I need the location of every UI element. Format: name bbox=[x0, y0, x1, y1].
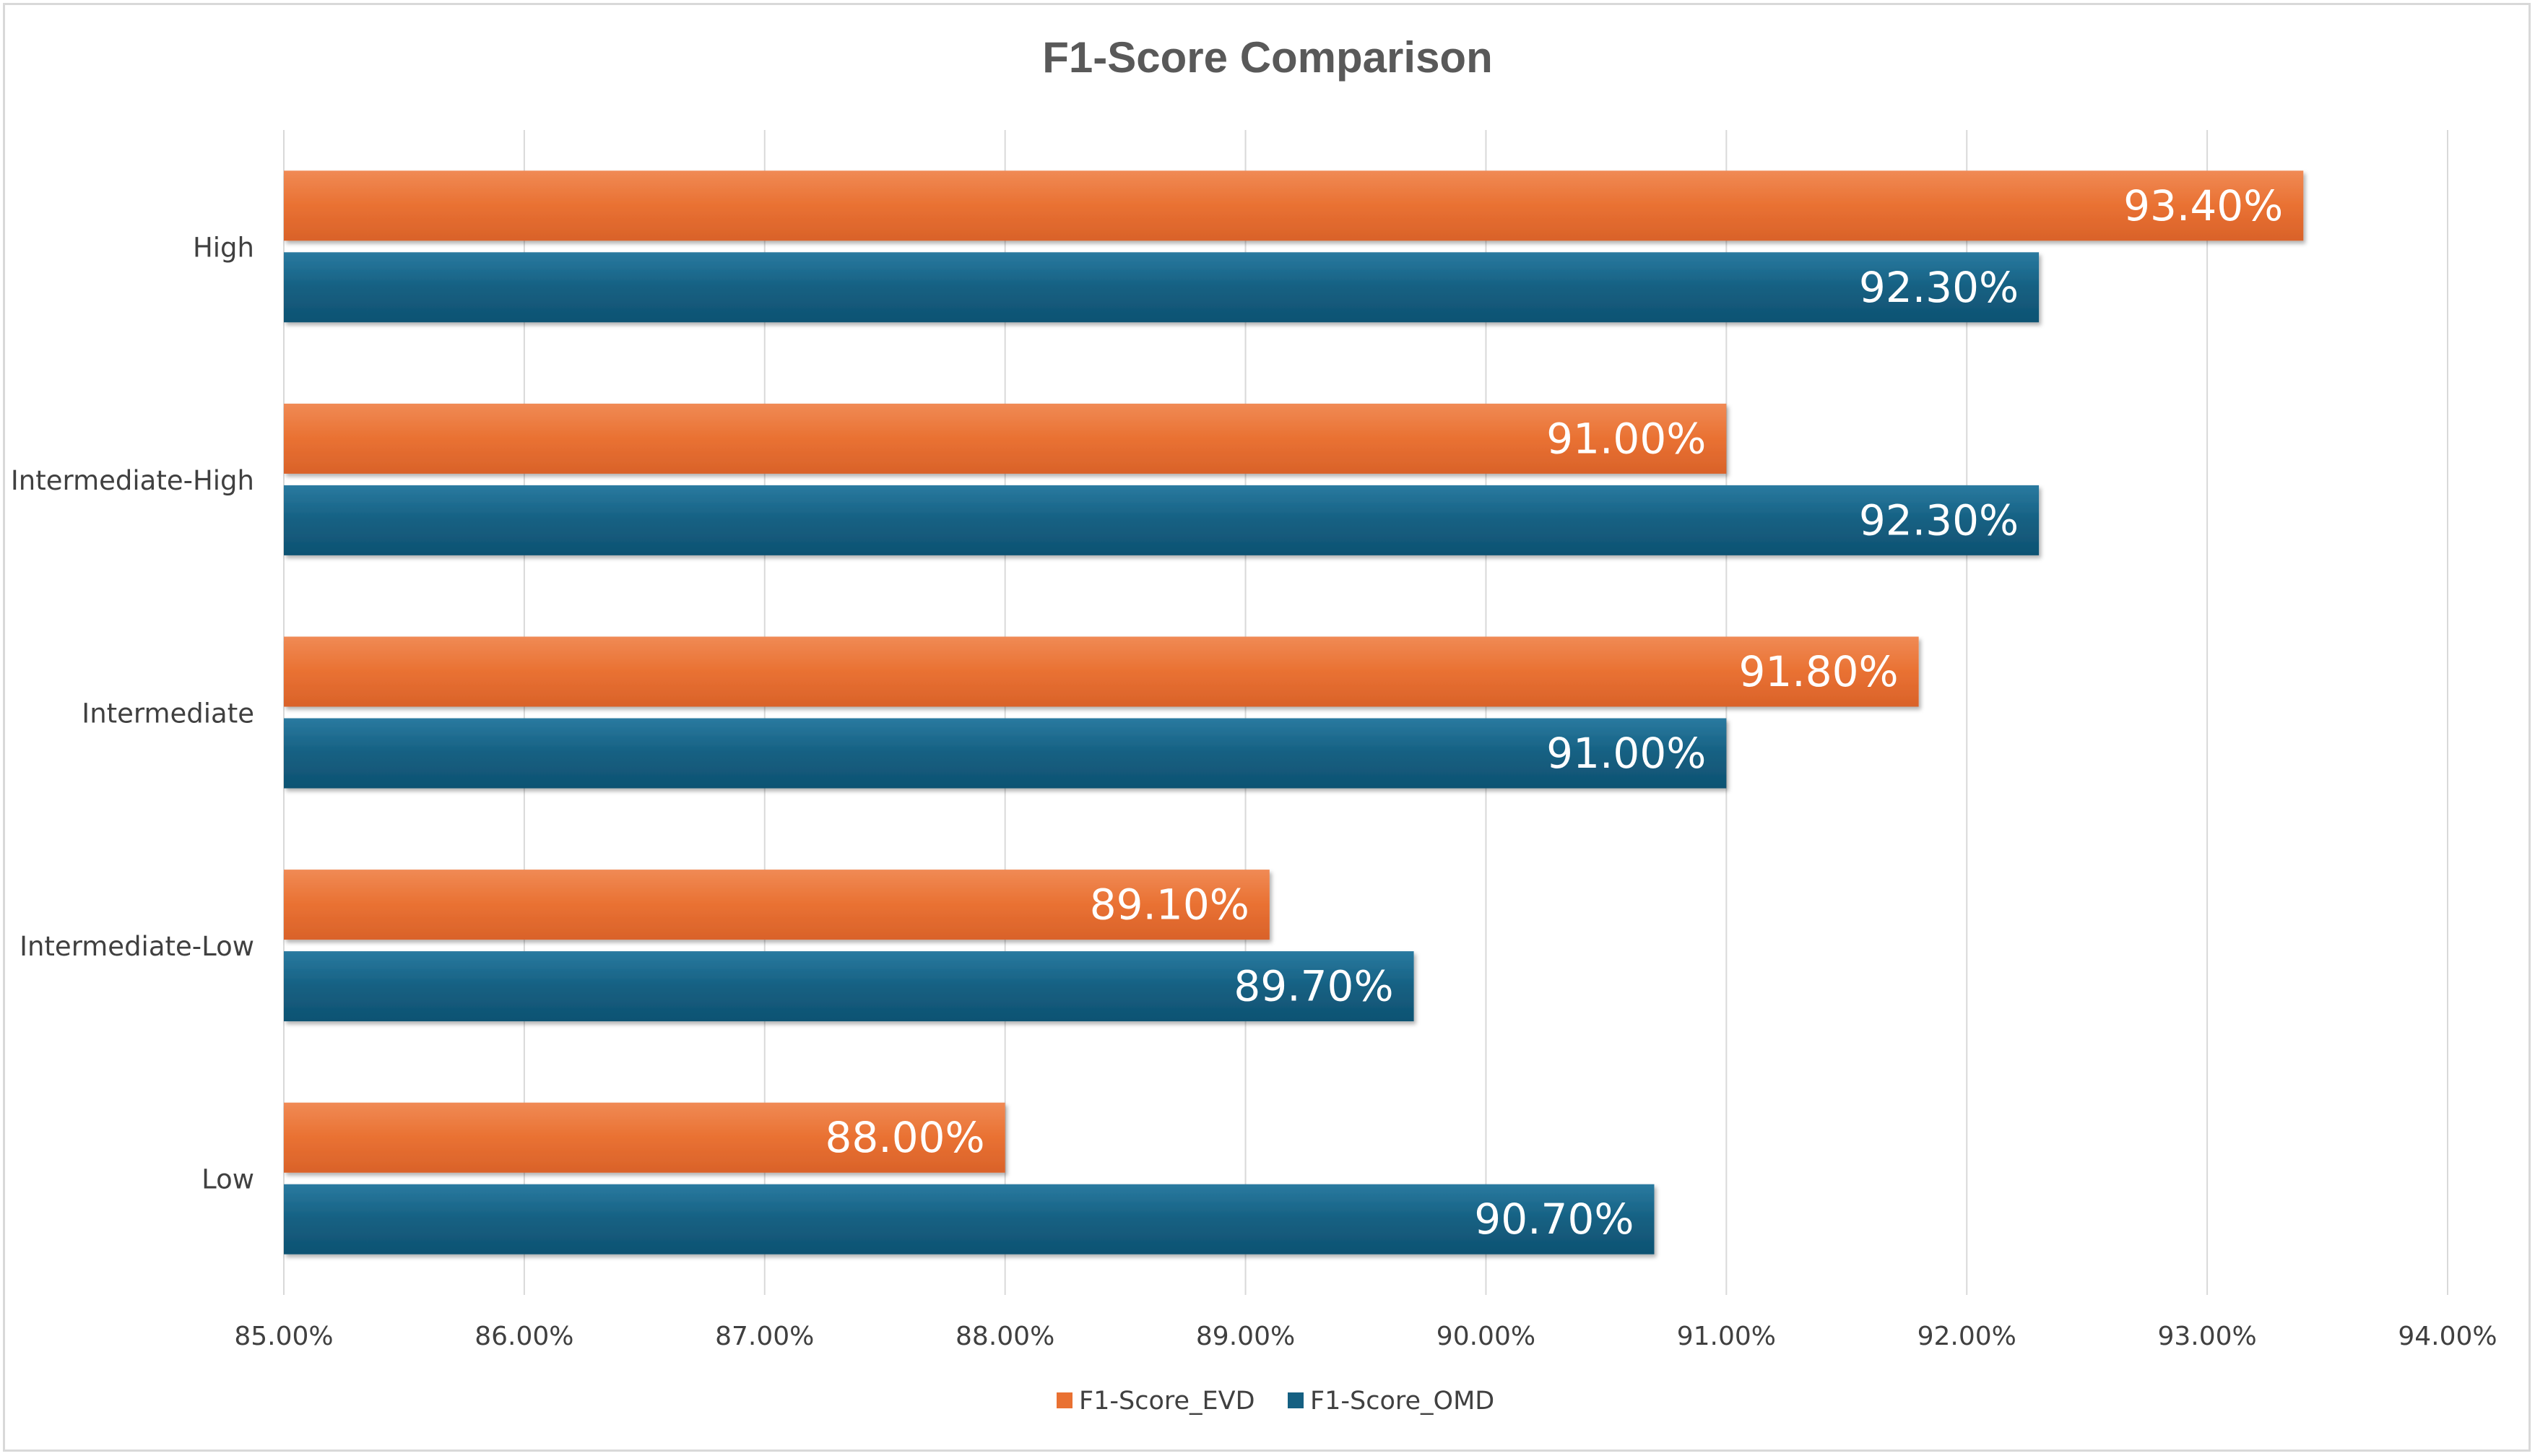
x-tick-labels: 85.00% 86.00% 87.00% 88.00% 89.00% 90.00% 91.0… bbox=[234, 1322, 2497, 1351]
bars bbox=[284, 170, 2304, 1254]
bar-f1-score-evd bbox=[284, 1102, 1005, 1173]
data-label: 91.00% bbox=[1546, 414, 1706, 463]
bar-f1-score-evd bbox=[284, 870, 1270, 940]
legend-swatch-f1-score-evd bbox=[1057, 1392, 1072, 1408]
x-tick-label: 92.00% bbox=[1918, 1322, 2016, 1351]
data-label: 90.70% bbox=[1474, 1195, 1634, 1244]
bar-f1-score-omd bbox=[284, 1184, 1655, 1254]
x-tick-label: 87.00% bbox=[715, 1322, 814, 1351]
bar-f1-score-omd bbox=[284, 252, 2040, 323]
category-label: Intermediate-Low bbox=[20, 931, 254, 962]
data-label: 88.00% bbox=[826, 1113, 985, 1162]
bar-f1-score-evd bbox=[284, 636, 1919, 707]
category-label: Intermediate-High bbox=[11, 465, 254, 496]
bar-f1-score-omd bbox=[284, 485, 2040, 555]
legend: F1-Score_EVD F1-Score_OMD bbox=[1057, 1387, 1494, 1416]
bar-f1-score-evd bbox=[284, 403, 1727, 474]
x-tick-label: 86.00% bbox=[474, 1322, 573, 1351]
data-label: 89.70% bbox=[1234, 962, 1393, 1011]
x-tick-label: 90.00% bbox=[1436, 1322, 1535, 1351]
data-label: 92.30% bbox=[1859, 495, 2019, 545]
x-tick-label: 91.00% bbox=[1677, 1322, 1776, 1351]
legend-label: F1-Score_OMD bbox=[1310, 1387, 1494, 1416]
data-label: 91.00% bbox=[1546, 729, 1706, 778]
legend-swatch-f1-score-omd bbox=[1288, 1392, 1304, 1408]
x-tick-label: 88.00% bbox=[956, 1322, 1054, 1351]
category-labels: High Intermediate-High Intermediate Interme… bbox=[11, 232, 254, 1195]
x-tick-label: 89.00% bbox=[1196, 1322, 1295, 1351]
grid-lines bbox=[283, 130, 2448, 1295]
chart-title: F1-Score Comparison bbox=[1042, 33, 1492, 82]
category-label: Low bbox=[202, 1164, 254, 1195]
x-tick-label: 94.00% bbox=[2398, 1322, 2497, 1351]
data-label: 91.80% bbox=[1738, 647, 1898, 696]
legend-label: F1-Score_EVD bbox=[1079, 1387, 1255, 1416]
x-tick-label: 85.00% bbox=[234, 1322, 333, 1351]
data-label: 89.10% bbox=[1090, 880, 1249, 930]
data-label: 92.30% bbox=[1859, 263, 2019, 312]
category-label: High bbox=[193, 232, 254, 263]
data-label: 93.40% bbox=[2123, 181, 2283, 230]
bar-f1-score-evd bbox=[284, 170, 2304, 241]
x-tick-label: 93.00% bbox=[2157, 1322, 2256, 1351]
category-label: Intermediate bbox=[82, 698, 254, 729]
bar-f1-score-omd bbox=[284, 951, 1414, 1022]
data-labels: 93.40% 92.30% 91.00% 92.30% 91.80% 91.00% 89.1… bbox=[826, 181, 2284, 1244]
bar-f1-score-omd bbox=[284, 718, 1727, 789]
